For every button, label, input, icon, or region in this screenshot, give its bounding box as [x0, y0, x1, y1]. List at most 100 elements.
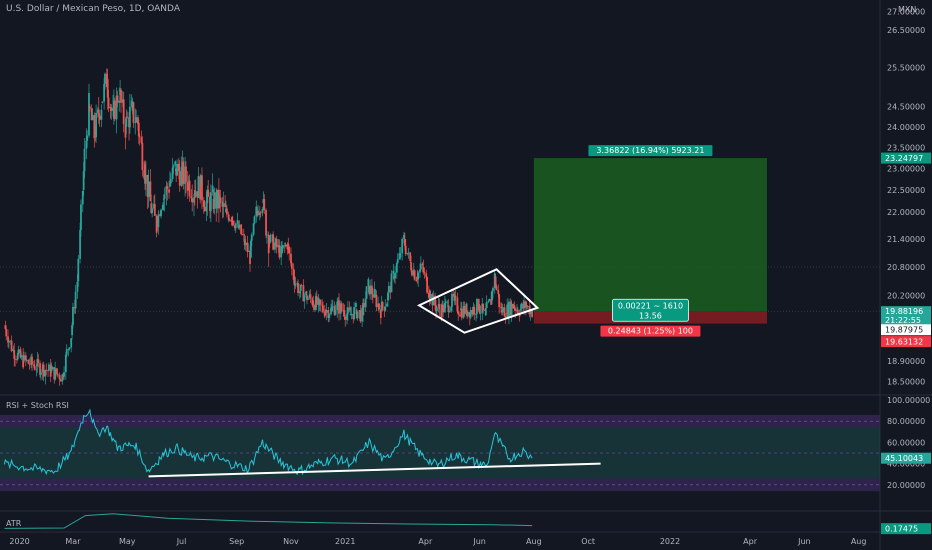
- candle-body: [85, 140, 88, 149]
- candle-body: [194, 191, 197, 197]
- price-tick-label: 21.40000: [887, 235, 925, 244]
- candle-body: [286, 244, 289, 250]
- price-tick-label: 20.20000: [887, 292, 925, 301]
- candle-body: [347, 307, 349, 314]
- candle-body: [288, 246, 291, 254]
- candle-body: [371, 285, 373, 295]
- candle-body: [305, 291, 307, 296]
- time-tick-label: Apr: [418, 537, 433, 546]
- candle-body: [484, 308, 487, 316]
- candle-body: [168, 189, 170, 193]
- candle-body: [165, 186, 168, 195]
- time-axis[interactable]: 2020 Mar May Jul Sep Nov 2021 Apr Jun Aug Oct 2022 A…: [9, 537, 866, 546]
- candle-body: [134, 122, 137, 124]
- candle-body: [95, 112, 97, 138]
- candle-body: [16, 352, 19, 360]
- candle-body: [410, 262, 412, 271]
- candle-body: [107, 97, 110, 109]
- candle-body: [315, 296, 318, 305]
- price-tick-label: 23.50000: [887, 144, 925, 153]
- entry-price-tag-box: [881, 324, 931, 336]
- candle-body: [452, 293, 455, 297]
- candle-body: [40, 372, 42, 375]
- candle-body: [171, 167, 174, 179]
- candle-body: [365, 286, 368, 299]
- atr-value-tag-box: [881, 523, 931, 535]
- candle-body: [353, 307, 356, 319]
- candle-body: [76, 281, 79, 292]
- rsi-pane-label: RSI + Stoch RSI: [6, 401, 69, 410]
- candle-body: [5, 328, 8, 337]
- candle-body: [487, 301, 490, 302]
- time-tick-label: Jul: [176, 537, 187, 546]
- candle-body: [56, 374, 59, 375]
- drawings[interactable]: [416, 268, 540, 334]
- candle-body: [443, 303, 446, 313]
- candle-body: [463, 306, 466, 315]
- price-series: [4, 68, 533, 386]
- candle-body: [465, 303, 468, 315]
- long-position-tool[interactable]: 3.36822 (16.94%) 5923.21 0.00221 ~ 161013…: [533, 145, 767, 337]
- candle-body: [485, 301, 488, 309]
- candle-body: [457, 311, 460, 315]
- candle-body: [438, 304, 441, 310]
- candle-body: [63, 372, 65, 377]
- candle-body: [503, 307, 506, 317]
- candle-body: [88, 92, 90, 136]
- candle-body: [162, 198, 165, 200]
- candle-body: [403, 235, 405, 239]
- candle-body: [477, 299, 480, 311]
- candle-body: [450, 306, 453, 311]
- candle-body: [161, 204, 164, 210]
- candle-body: [44, 370, 47, 377]
- price-tick-label: 27.00000: [887, 8, 925, 17]
- candle-body: [91, 115, 94, 121]
- candle-body: [379, 309, 382, 318]
- candle-body: [169, 183, 171, 186]
- candle-body: [98, 115, 101, 120]
- candle-body: [163, 194, 166, 199]
- price-axis[interactable]: 27.00000 26.50000 25.50000 24.50000 24.00000…: [887, 5, 930, 490]
- candle-body: [495, 286, 498, 291]
- candle-body: [425, 273, 428, 278]
- loss-label-box: [600, 325, 701, 337]
- price-tick-label: 22.50000: [887, 186, 925, 195]
- time-tick-label: Aug: [526, 537, 542, 546]
- candle-body: [359, 310, 362, 322]
- candle-body: [444, 301, 447, 304]
- candle-body: [344, 316, 347, 320]
- time-tick-label: Jun: [797, 537, 811, 546]
- candle-body: [417, 272, 420, 280]
- candle-body: [203, 206, 206, 212]
- candle-body: [409, 252, 412, 261]
- candle-body: [513, 305, 516, 309]
- candle-body: [321, 304, 324, 306]
- time-tick-label: 2021: [335, 537, 355, 546]
- candle-body: [193, 197, 195, 203]
- candle-body: [65, 349, 68, 355]
- candle-body: [77, 258, 80, 282]
- center-label-box: [612, 298, 689, 322]
- candle-body: [267, 234, 270, 254]
- candle-body: [253, 216, 256, 224]
- candle-body: [460, 308, 463, 318]
- candle-body: [177, 163, 180, 172]
- atr-series: [4, 513, 533, 529]
- candle-body: [404, 245, 407, 255]
- time-tick-label: Aug: [851, 537, 867, 546]
- candle-body: [32, 364, 35, 366]
- candle-body: [236, 220, 239, 224]
- candle-body: [473, 307, 476, 315]
- candle-body: [138, 136, 141, 138]
- candle-body: [178, 171, 181, 186]
- candle-body: [68, 347, 71, 350]
- rsi-tick-label: 100.00000: [887, 396, 930, 405]
- candle-body: [313, 305, 315, 310]
- candle-body: [300, 285, 303, 286]
- profit-zone: [533, 158, 767, 312]
- candle-body: [207, 189, 210, 197]
- candle-body: [88, 106, 91, 109]
- candle-body: [242, 234, 245, 236]
